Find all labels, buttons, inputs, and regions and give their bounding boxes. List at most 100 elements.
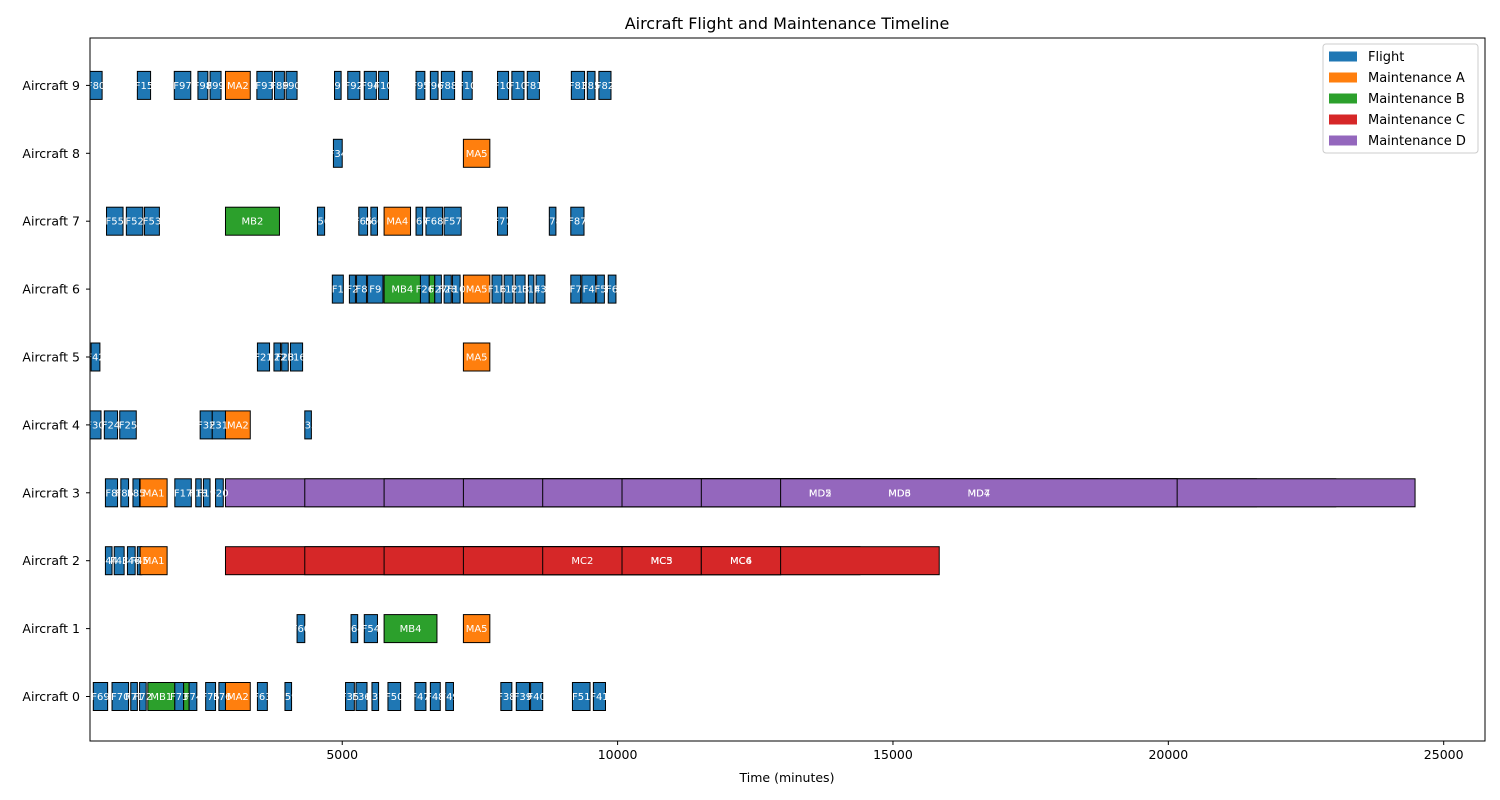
task-bar-flight-aircraft-0 xyxy=(130,682,138,711)
task-bar-flight-aircraft-6 xyxy=(356,274,367,304)
task-label: F26 xyxy=(416,285,434,296)
task-label: F5 xyxy=(594,285,606,296)
task-label: F28 xyxy=(438,285,456,296)
task-label: F95 xyxy=(411,81,429,92)
x-axis: 5000 10000 15000 20000 25000 xyxy=(326,741,1464,762)
task-label: F43 xyxy=(110,556,128,567)
task-label: F50 xyxy=(385,692,403,703)
task-bar-flight-aircraft-9 xyxy=(586,70,596,100)
task-label: F93 xyxy=(255,81,273,92)
task-bar-flight-aircraft-9 xyxy=(497,70,510,100)
task-label: MC4 xyxy=(730,556,752,567)
task-label: F51 xyxy=(572,692,590,703)
task-bar-maint_a-aircraft-8 xyxy=(462,138,491,168)
task-label: F22 xyxy=(268,353,286,364)
task-label: F71 xyxy=(125,692,143,703)
chart-title: Aircraft Flight and Maintenance Timeline xyxy=(625,14,950,33)
task-label: F41 xyxy=(590,692,608,703)
task-bar-flight-aircraft-9 xyxy=(429,70,439,100)
task-bar-flight-aircraft-7 xyxy=(497,206,508,236)
task-bar-flight-aircraft-5 xyxy=(289,342,304,372)
task-label: F35 xyxy=(341,692,359,703)
legend-swatch-flight xyxy=(1329,51,1357,62)
task-label: F15 xyxy=(135,81,153,92)
task-bar-flight-aircraft-0 xyxy=(355,682,368,711)
task-bar-flight-aircraft-2 xyxy=(113,546,125,576)
task-label: F64 xyxy=(345,624,363,635)
task-bar-maint_a-aircraft-3 xyxy=(139,478,168,508)
task-label: F65 xyxy=(354,217,372,228)
task-label: F23 xyxy=(276,353,294,364)
task-label: F70 xyxy=(111,692,129,703)
task-label: MD7 xyxy=(968,488,991,499)
y-tick-label: Aircraft 1 xyxy=(22,621,80,636)
task-bar-maint_a-aircraft-7 xyxy=(383,206,412,236)
task-label: F59 xyxy=(279,692,297,703)
task-label: MB2 xyxy=(242,217,264,228)
task-label: F10 xyxy=(458,81,476,92)
task-bar-flight-aircraft-6 xyxy=(434,274,442,304)
task-bar-flight-aircraft-2 xyxy=(126,546,136,576)
task-bar-flight-aircraft-0 xyxy=(111,682,130,711)
y-tick-label: Aircraft 3 xyxy=(22,485,80,500)
task-label: F52 xyxy=(125,217,143,228)
task-label: F94 xyxy=(361,81,379,92)
task-label: F54 xyxy=(362,624,380,635)
task-bar-flight-aircraft-0 xyxy=(387,682,402,711)
task-bar-flight-aircraft-7 xyxy=(106,206,124,236)
task-label: MA4 xyxy=(386,217,408,228)
task-label: MA5 xyxy=(466,285,488,296)
task-bar-flight-aircraft-6 xyxy=(527,274,535,304)
task-label: F48 xyxy=(426,692,444,703)
task-bar-flight-aircraft-0 xyxy=(414,682,427,711)
task-label: F30 xyxy=(86,420,104,431)
task-label: F6 xyxy=(606,285,618,296)
task-label: F72 xyxy=(134,692,152,703)
task-bar-flight-aircraft-5 xyxy=(281,342,289,372)
task-label: F53 xyxy=(143,217,161,228)
task-bar-flight-aircraft-9 xyxy=(526,70,540,100)
task-bar-flight-aircraft-6 xyxy=(491,274,503,304)
task-bar-maint_a-aircraft-1 xyxy=(462,614,491,644)
task-label: F21 xyxy=(254,353,272,364)
task-label: F68 xyxy=(425,217,443,228)
x-tick-label: 15000 xyxy=(873,747,913,762)
task-label: F47 xyxy=(411,692,429,703)
task-label: F45 xyxy=(130,556,148,567)
task-bar-flight-aircraft-0 xyxy=(500,682,513,711)
task-bar-flight-aircraft-6 xyxy=(596,274,605,304)
legend-swatch-maint_c xyxy=(1329,114,1357,125)
task-bar-flight-aircraft-9 xyxy=(285,70,298,100)
task-bar-maint_a-aircraft-4 xyxy=(224,410,251,440)
task-bar-flight-aircraft-0 xyxy=(530,682,544,711)
legend-label-maint_a: Maintenance A xyxy=(1368,71,1465,86)
task-label: F77 xyxy=(493,217,511,228)
task-label: MA5 xyxy=(466,149,488,160)
x-tick-label: 20000 xyxy=(1148,747,1188,762)
task-label: F55 xyxy=(106,217,124,228)
task-bar-flight-aircraft-0 xyxy=(205,682,217,711)
task-label: MD5 xyxy=(809,488,832,499)
task-label: F19 xyxy=(198,488,216,499)
x-tick-label: 25000 xyxy=(1424,747,1464,762)
task-bar-maint_a-aircraft-2 xyxy=(139,546,168,576)
task-bar-flight-aircraft-3 xyxy=(202,478,211,508)
task-bar-flight-aircraft-9 xyxy=(570,70,586,100)
task-label: F46 xyxy=(122,556,140,567)
task-label: F99 xyxy=(206,81,224,92)
task-bar-flight-aircraft-1 xyxy=(363,614,378,644)
task-label: F96 xyxy=(425,81,443,92)
task-label: F10 xyxy=(509,81,527,92)
y-tick-label: Aircraft 5 xyxy=(22,350,80,365)
task-bar-flight-aircraft-9 xyxy=(173,70,192,100)
task-label: F73 xyxy=(170,692,188,703)
y-tick-label: Aircraft 0 xyxy=(22,689,80,704)
task-bar-flight-aircraft-0 xyxy=(429,682,441,711)
task-bar-flight-aircraft-9 xyxy=(598,70,612,100)
task-bar-flight-aircraft-7 xyxy=(316,206,326,236)
task-label: F76 xyxy=(213,692,231,703)
task-bar-flight-aircraft-8 xyxy=(332,138,343,168)
task-label: F85 xyxy=(127,488,145,499)
task-label: MC5 xyxy=(651,556,673,567)
